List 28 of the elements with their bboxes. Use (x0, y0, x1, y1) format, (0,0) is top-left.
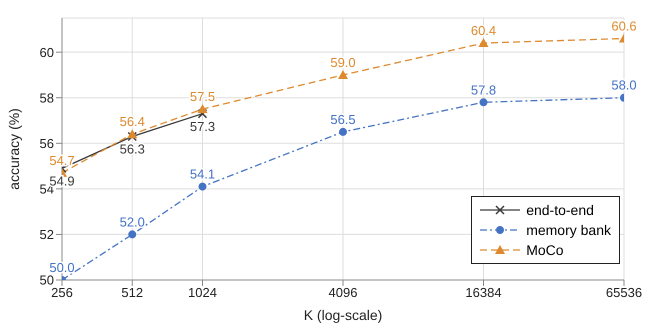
y-tick-label: 56 (40, 136, 54, 151)
x-tick-label: 512 (121, 285, 144, 300)
data-label: 56.3 (120, 142, 145, 157)
data-label: 54.1 (190, 166, 216, 182)
y-tick-label: 52 (40, 227, 54, 242)
data-label: 57.8 (470, 82, 496, 98)
y-tick-label: 50 (40, 272, 54, 288)
data-label: 57.5 (190, 89, 216, 104)
data-label: 56.5 (330, 112, 356, 127)
data-label: 52.0 (120, 214, 145, 230)
x-tick-label: 256 (51, 285, 73, 300)
y-tick-label: 58 (40, 90, 54, 106)
x-axis-title: K (log-scale) (304, 307, 382, 323)
x-tick-label: 65536 (606, 285, 642, 300)
data-label: 56.4 (120, 114, 145, 130)
y-tick-label: 60 (40, 44, 54, 60)
data-label: 60.4 (470, 23, 496, 38)
data-label: 59.0 (330, 54, 356, 70)
data-label: 57.3 (190, 118, 216, 134)
legend-label: MoCo (526, 242, 564, 258)
y-axis-title: accuracy (%) (6, 108, 22, 190)
data-label: 58.0 (611, 78, 637, 93)
legend-label: end-to-end (526, 202, 594, 218)
x-tick-label: 16384 (465, 285, 502, 300)
legend-label: memory bank (526, 222, 611, 238)
x-tick-label: 1024 (188, 285, 217, 300)
x-tick-label: 4096 (328, 285, 358, 300)
data-label: 60.6 (611, 18, 637, 34)
